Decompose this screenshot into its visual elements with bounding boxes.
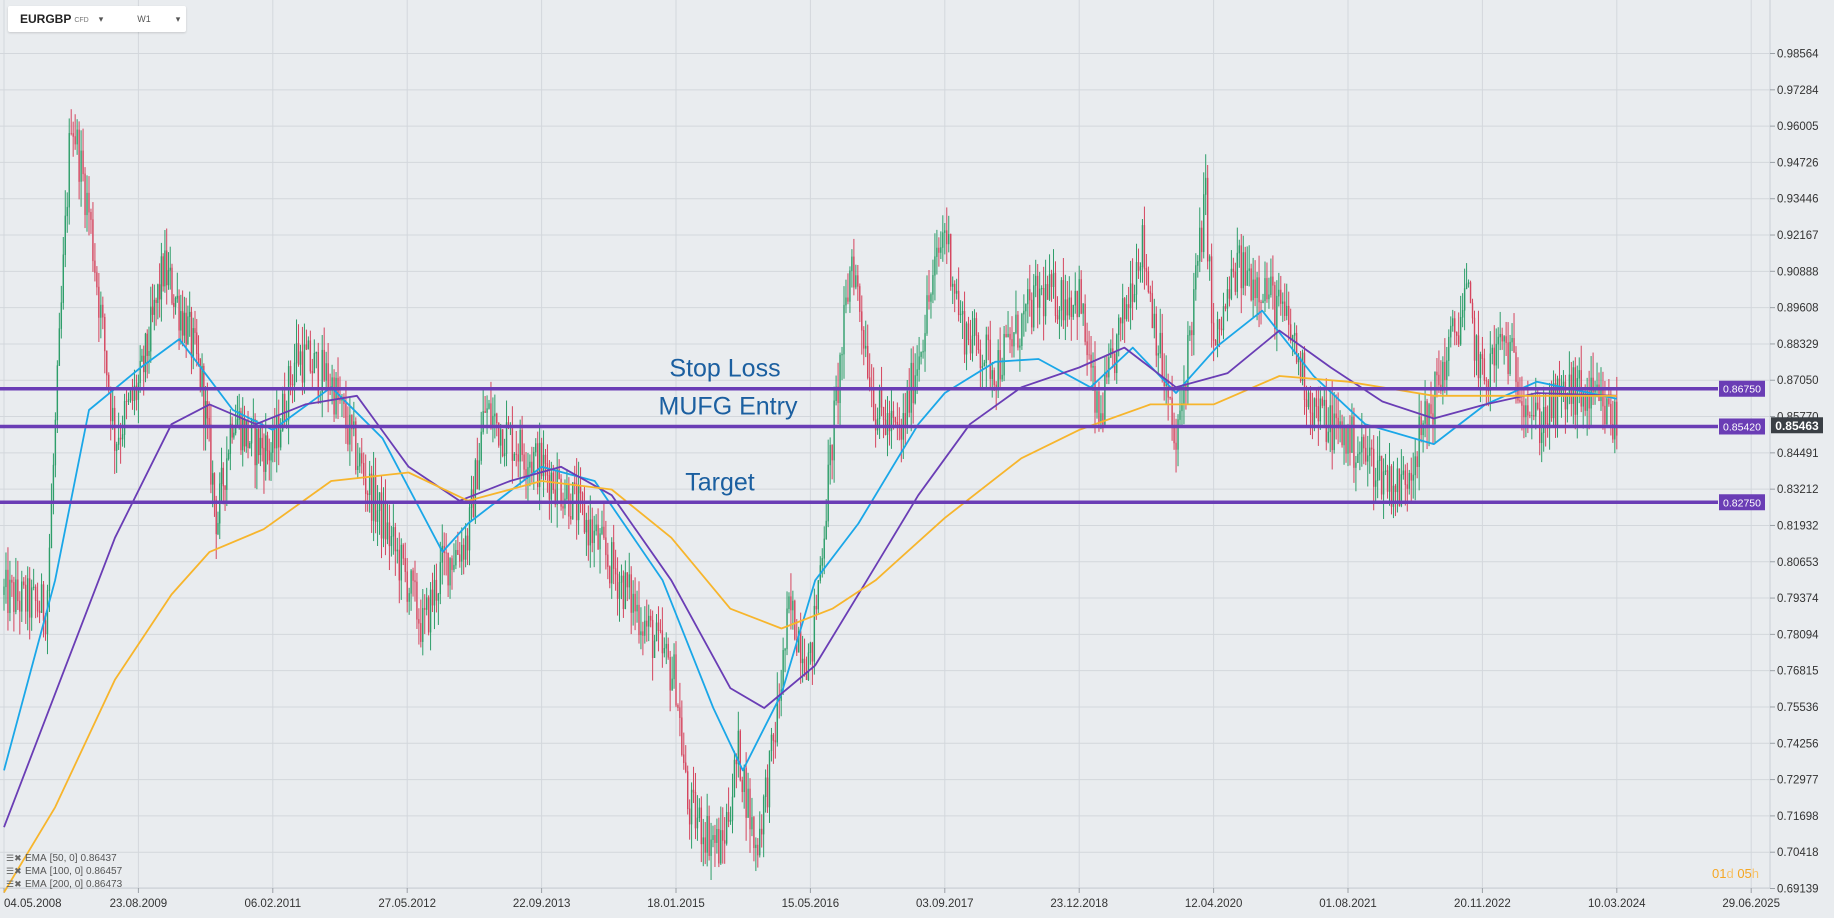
legend-item[interactable]: ☰✖ EMA [50, 0] 0.86437 bbox=[6, 852, 122, 865]
countdown-day-unit: d bbox=[1726, 866, 1734, 881]
y-tick-label: 0.94726 bbox=[1777, 157, 1819, 169]
y-tick-label: 0.87050 bbox=[1777, 375, 1819, 387]
y-tick-label: 0.92167 bbox=[1777, 230, 1819, 242]
x-tick-label: 18.01.2015 bbox=[647, 898, 705, 910]
y-tick-label: 0.70418 bbox=[1777, 847, 1819, 859]
ema-line bbox=[3, 375, 1617, 893]
y-tick-label: 0.72977 bbox=[1777, 775, 1819, 787]
candle-countdown: 01d 05h bbox=[1712, 866, 1759, 881]
countdown-hour-unit: h bbox=[1751, 866, 1760, 881]
x-tick-label: 10.03.2024 bbox=[1588, 898, 1646, 910]
level-price-tag bbox=[1719, 494, 1765, 511]
instrument-type-label: CFD bbox=[74, 16, 89, 24]
legend-value: 0.86457 bbox=[86, 866, 123, 877]
y-tick-label: 0.96005 bbox=[1777, 121, 1819, 133]
legend-value: 0.86437 bbox=[80, 853, 117, 864]
ema-line bbox=[3, 329, 1617, 828]
y-tick-label: 0.93446 bbox=[1777, 194, 1819, 206]
y-tick-label: 0.98564 bbox=[1777, 49, 1819, 61]
level-price-tag-label: 0.82750 bbox=[1723, 497, 1761, 509]
x-tick-label: 06.02.2011 bbox=[244, 898, 301, 910]
y-tick-label: 0.76815 bbox=[1777, 666, 1819, 678]
caret-down-icon[interactable]: ▾ bbox=[175, 13, 181, 24]
level-price-tag bbox=[1719, 418, 1765, 435]
current-price-tag bbox=[1771, 417, 1823, 434]
x-tick-label: 12.04.2020 bbox=[1185, 898, 1243, 910]
level-annotation: Target bbox=[685, 468, 755, 496]
y-tick-label: 0.83212 bbox=[1777, 484, 1819, 496]
y-tick-label: 0.81932 bbox=[1777, 520, 1819, 532]
y-tick-label: 0.69139 bbox=[1777, 884, 1819, 896]
level-price-tag-label: 0.86750 bbox=[1723, 384, 1761, 396]
countdown-days: 01 bbox=[1712, 866, 1727, 881]
x-tick-label: 27.05.2012 bbox=[378, 898, 436, 910]
symbol-label[interactable]: EURGBP bbox=[20, 12, 72, 26]
settings-close-icon[interactable]: ☰✖ bbox=[6, 866, 22, 876]
x-tick-label: 20.11.2022 bbox=[1454, 898, 1511, 910]
legend-label: EMA bbox=[25, 853, 47, 864]
settings-close-icon[interactable]: ☰✖ bbox=[6, 879, 22, 889]
y-tick-label: 0.78094 bbox=[1777, 629, 1819, 641]
current-price-label: 0.85463 bbox=[1775, 419, 1819, 433]
y-tick-label: 0.84491 bbox=[1777, 448, 1819, 460]
level-annotation: MUFG Entry bbox=[659, 392, 798, 420]
timeframe-label[interactable]: W1 bbox=[137, 14, 151, 24]
y-tick-label: 0.89608 bbox=[1777, 303, 1819, 315]
x-tick-label: 04.05.2008 bbox=[4, 898, 62, 910]
x-tick-label: 29.06.2025 bbox=[1722, 898, 1780, 910]
caret-down-icon[interactable]: ▾ bbox=[98, 13, 104, 24]
legend-label: EMA bbox=[25, 866, 47, 877]
y-tick-label: 0.88329 bbox=[1777, 339, 1819, 351]
level-price-tag bbox=[1719, 380, 1765, 397]
legend-value: 0.86473 bbox=[86, 879, 123, 890]
legend-params: [200, 0] bbox=[49, 879, 84, 890]
x-tick-label: 03.09.2017 bbox=[916, 898, 974, 910]
indicators-legend: ☰✖ EMA [50, 0] 0.86437 ☰✖ EMA [100, 0] 0… bbox=[6, 852, 122, 891]
x-tick-label: 23.12.2018 bbox=[1050, 898, 1108, 910]
x-tick-label: 01.08.2021 bbox=[1319, 898, 1377, 910]
legend-params: [50, 0] bbox=[49, 853, 78, 864]
x-tick-label: 23.08.2009 bbox=[110, 898, 168, 910]
y-tick-label: 0.74256 bbox=[1777, 738, 1819, 750]
x-tick-label: 15.05.2016 bbox=[782, 898, 840, 910]
y-tick-label: 0.75536 bbox=[1777, 702, 1819, 714]
level-annotation: Stop Loss bbox=[669, 355, 780, 383]
chart-toolbar: EURGBP CFD ▾ W1 ▾ bbox=[8, 6, 186, 32]
legend-params: [100, 0] bbox=[49, 866, 84, 877]
legend-label: EMA bbox=[25, 879, 47, 890]
y-tick-label: 0.97284 bbox=[1777, 85, 1819, 97]
y-tick-label: 0.71698 bbox=[1777, 811, 1819, 823]
y-tick-label: 0.80653 bbox=[1777, 557, 1819, 569]
y-tick-label: 0.90888 bbox=[1777, 266, 1819, 278]
ema-line bbox=[3, 309, 1617, 772]
settings-close-icon[interactable]: ☰✖ bbox=[6, 853, 22, 863]
legend-item[interactable]: ☰✖ EMA [200, 0] 0.86473 bbox=[6, 878, 122, 891]
countdown-hours: 05 bbox=[1737, 866, 1752, 881]
legend-item[interactable]: ☰✖ EMA [100, 0] 0.86457 bbox=[6, 865, 122, 878]
x-tick-label: 22.09.2013 bbox=[513, 898, 571, 910]
y-tick-label: 0.79374 bbox=[1777, 593, 1819, 605]
level-price-tag-label: 0.85420 bbox=[1723, 421, 1761, 433]
